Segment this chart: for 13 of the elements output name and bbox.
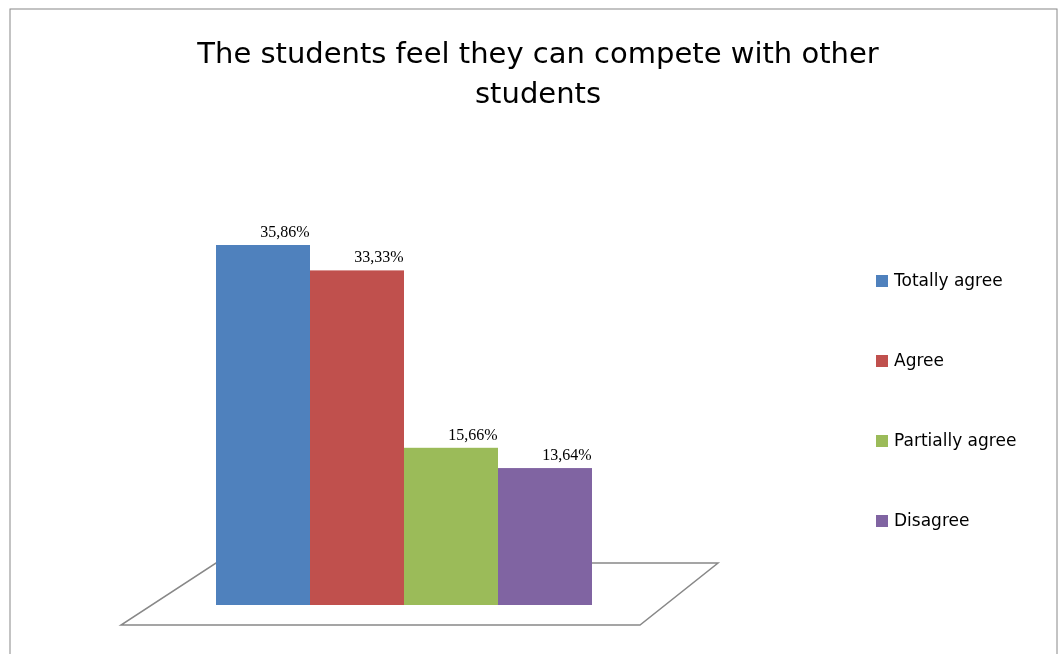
legend-label: Agree [894,350,944,370]
data-label: 13,64% [542,446,592,464]
bar [310,270,404,605]
chart-title: The students feel they can compete with other students [196,36,879,110]
data-label: 15,66% [448,425,498,443]
bar [216,245,310,605]
legend-label: Totally agree [893,270,1003,290]
legend-label: Partially agree [894,430,1017,450]
bar [498,468,592,605]
data-label: 33,33% [354,248,404,266]
data-label: 35,86% [260,223,310,240]
bar [404,447,498,605]
legend-label: Disagree [894,510,970,530]
